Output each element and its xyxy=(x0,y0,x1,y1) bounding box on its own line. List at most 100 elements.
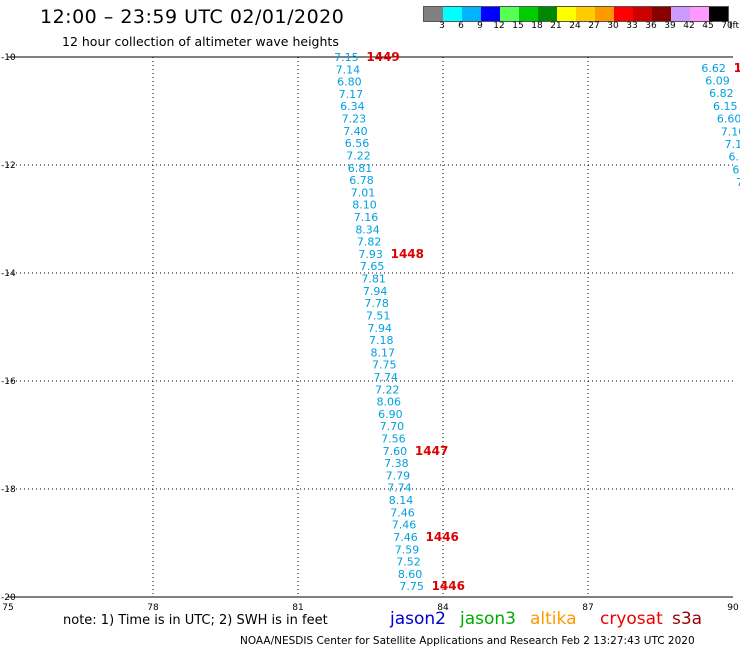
wave-height-label: 8.34 xyxy=(355,223,380,236)
wave-height-label: 7.14 xyxy=(336,63,361,76)
wave-height-label: 6.90 xyxy=(378,408,403,421)
pass-time-label: 1614 xyxy=(734,61,740,75)
color-scale-legend xyxy=(423,6,729,22)
satellite-cryosat: cryosat xyxy=(600,609,663,629)
wave-height-label: 7.22 xyxy=(375,383,400,396)
legend-label-15: 15 xyxy=(512,21,524,31)
legend-swatch-36 xyxy=(633,7,652,21)
wave-height-label: 7.70 xyxy=(380,420,405,433)
wave-height-label: 7.18 xyxy=(369,334,394,347)
y-tick-label: -14 xyxy=(1,269,16,279)
legend-swatch-27 xyxy=(576,7,595,21)
wave-height-label: 7.52 xyxy=(396,556,421,569)
satellite-jason2: jason2 xyxy=(390,609,446,629)
wave-height-label: 7.74 xyxy=(387,482,412,495)
wave-height-label: 7.17 xyxy=(339,88,364,101)
wave-height-label: 7.94 xyxy=(367,322,392,335)
wave-height-label: 7.60 xyxy=(383,445,408,458)
wave-height-label: 7.46 xyxy=(392,519,417,532)
pass-time-label: 1448 xyxy=(391,247,424,261)
wave-height-label: 7.93 xyxy=(358,248,383,261)
wave-height-label: 6.78 xyxy=(349,174,374,187)
wave-height-label: 6.09 xyxy=(705,74,730,87)
wave-height-label: 7.19 xyxy=(725,138,740,151)
satellite-altika: altika xyxy=(530,609,577,629)
pass-time-label: 1446 xyxy=(432,579,465,593)
wave-height-label: 7.75 xyxy=(372,359,397,372)
x-tick-label: 81 xyxy=(292,603,303,613)
wave-height-label: 7.94 xyxy=(363,285,388,298)
wave-height-label: 7.79 xyxy=(386,469,411,482)
x-tick-label: 90 xyxy=(727,603,739,613)
legend-label-42: 42 xyxy=(683,21,695,31)
wave-height-label: 7.46 xyxy=(393,531,418,544)
wave-height-label: 7.56 xyxy=(381,433,406,446)
legend-swatch-12 xyxy=(481,7,500,21)
wave-height-label: 7.78 xyxy=(364,297,389,310)
wave-height-label: 8.60 xyxy=(398,568,423,581)
wave-height-label: 6.62 xyxy=(701,62,726,75)
legend-label-6: 6 xyxy=(458,21,464,31)
wave-height-label: 7.59 xyxy=(395,543,420,556)
wave-height-label: 8.17 xyxy=(371,346,396,359)
legend-label-18: 18 xyxy=(531,21,543,31)
pass-time-label: 1449 xyxy=(366,50,399,64)
y-tick-label: -18 xyxy=(1,485,16,495)
satellite-jason3: jason3 xyxy=(460,609,516,629)
wave-height-label: 7.46 xyxy=(390,506,415,519)
x-tick-label: 87 xyxy=(582,603,593,613)
legend-label-70: 70 xyxy=(721,21,733,31)
legend-label-24: 24 xyxy=(569,21,581,31)
wave-height-label: 6.10 xyxy=(728,151,740,164)
legend-swatch-33 xyxy=(614,7,633,21)
legend-swatch-30 xyxy=(595,7,614,21)
wave-height-label: 7.38 xyxy=(384,457,409,470)
legend-unit: (ft) xyxy=(729,21,740,31)
chart-title: 12:00 – 23:59 UTC 02/01/2020 xyxy=(40,6,345,28)
legend-swatch-21 xyxy=(538,7,557,21)
legend-swatch-70 xyxy=(709,7,728,21)
legend-swatch-6 xyxy=(443,7,462,21)
legend-swatch-15 xyxy=(500,7,519,21)
x-tick-label: 78 xyxy=(147,603,159,613)
wave-height-label: 6.56 xyxy=(345,137,370,150)
wave-height-label: 6.81 xyxy=(348,162,373,175)
x-tick-label: 75 xyxy=(2,603,13,613)
wave-height-label: 7.74 xyxy=(374,371,399,384)
wave-height-label: 6.34 xyxy=(340,100,365,113)
wave-height-label: 7.65 xyxy=(360,260,385,273)
legend-swatch-39 xyxy=(652,7,671,21)
wave-height-label: 7.51 xyxy=(366,309,391,322)
legend-swatch-18 xyxy=(519,7,538,21)
legend-swatch-24 xyxy=(557,7,576,21)
wave-height-label: 7.10 xyxy=(721,125,740,138)
legend-label-39: 39 xyxy=(664,21,676,31)
legend-label-33: 33 xyxy=(626,21,638,31)
pass-time-label: 1446 xyxy=(426,530,459,544)
wave-height-label: 7.79 xyxy=(736,176,740,189)
wave-height-label: 6.60 xyxy=(717,113,740,126)
wave-height-label: 6.15 xyxy=(713,100,738,113)
y-tick-label: -20 xyxy=(1,593,16,603)
legend-label-45: 45 xyxy=(702,21,714,31)
wave-height-label: 7.23 xyxy=(342,113,367,126)
legend-label-3: 3 xyxy=(439,21,445,31)
legend-label-36: 36 xyxy=(645,21,657,31)
legend-label-12: 12 xyxy=(493,21,505,31)
pass-time-label: 1447 xyxy=(415,444,448,458)
wave-height-label: 6.69 xyxy=(732,163,740,176)
satellite-s3a: s3a xyxy=(672,609,703,629)
wave-height-label: 6.82 xyxy=(709,87,734,100)
wave-height-label: 7.75 xyxy=(399,580,424,593)
legend-swatch-9 xyxy=(462,7,481,21)
legend-label-9: 9 xyxy=(477,21,483,31)
wave-height-label: 7.81 xyxy=(361,273,386,286)
wave-height-label: 7.22 xyxy=(346,149,371,162)
wave-height-label: 7.01 xyxy=(351,186,376,199)
wave-height-label: 7.16 xyxy=(354,211,379,224)
footer-credit: NOAA/NESDIS Center for Satellite Applica… xyxy=(240,635,695,647)
legend-swatch-42 xyxy=(671,7,690,21)
legend-label-30: 30 xyxy=(607,21,619,31)
